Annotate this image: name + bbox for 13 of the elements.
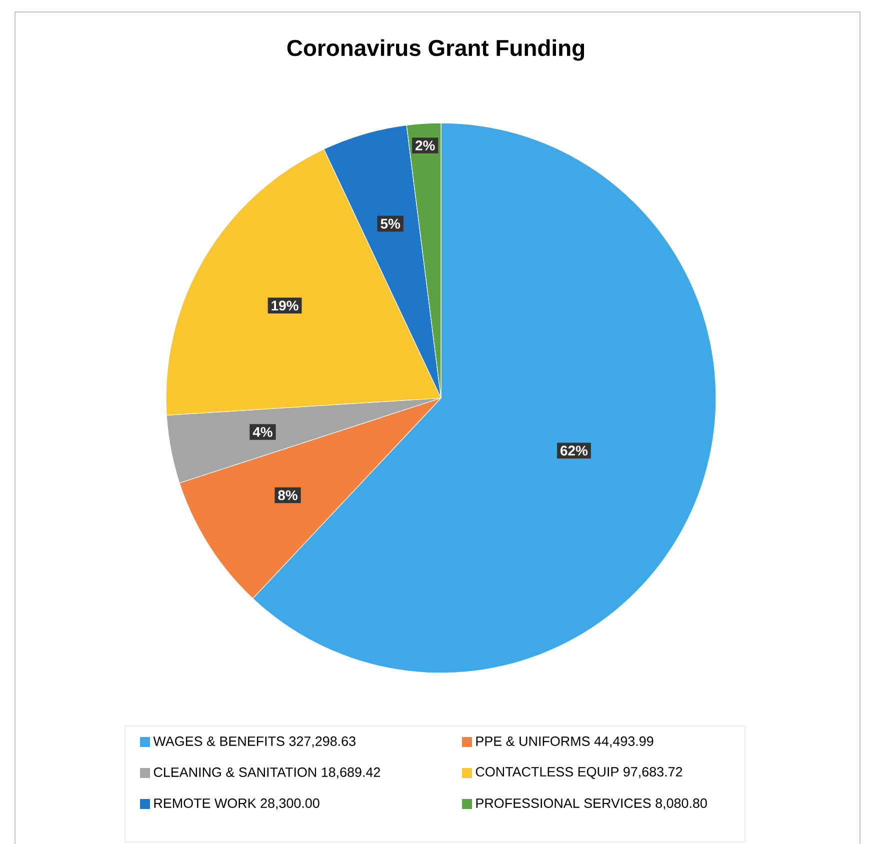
legend-label: CLEANING & SANITATION 18,689.42 [154,767,380,778]
data-label: 19% [272,300,298,310]
data-label: 8% [278,490,298,500]
data-label: 62% [560,445,588,456]
chart-title: Coronavirus Grant Funding [287,39,584,61]
data-label: 4% [252,426,272,437]
data-label: 2% [416,140,435,150]
legend-label: REMOTE WORK 28,300.00 [154,798,320,810]
legend-label: WAGES & BENEFITS 327,298.63 [153,736,356,748]
data-label: 5% [380,218,400,228]
legend-label: PPE & UNIFORMS 44,493.99 [476,736,654,748]
legend-label: PROFESSIONAL SERVICES 8,080.80 [476,798,707,810]
legend-label: CONTACTLESS EQUIP 97,683.72 [476,766,682,779]
